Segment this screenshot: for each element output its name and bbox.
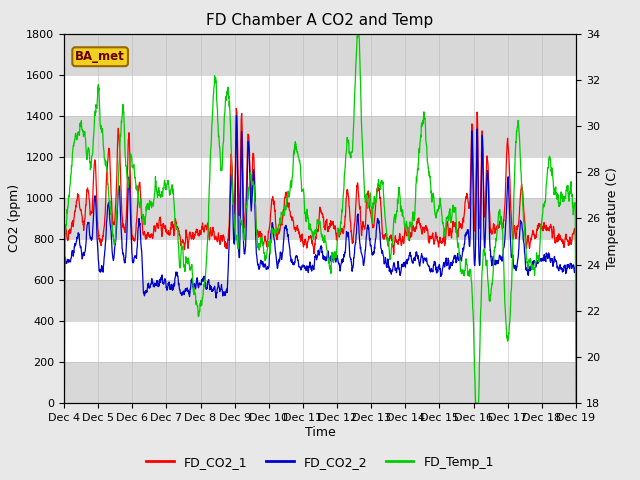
FD_CO2_1 <box>60 314 68 320</box>
FD_Temp_1 <box>309 230 317 236</box>
Bar <box>64 362 576 403</box>
FD_CO2_1 <box>86 210 94 216</box>
X-axis label: Time: Time <box>305 426 335 439</box>
FD_Temp_1 <box>557 189 565 195</box>
Line: FD_Temp_1: FD_Temp_1 <box>64 34 576 403</box>
Bar <box>64 198 576 239</box>
FD_CO2_2 <box>557 264 565 270</box>
FD_Temp_1 <box>86 158 94 164</box>
FD_CO2_1 <box>557 237 565 242</box>
FD_CO2_2 <box>296 264 303 270</box>
FD_CO2_1 <box>309 243 317 249</box>
FD_Temp_1 <box>354 31 362 36</box>
Y-axis label: Temperature (C): Temperature (C) <box>605 168 618 269</box>
FD_Temp_1 <box>463 266 471 272</box>
FD_CO2_1 <box>296 233 303 239</box>
Line: FD_CO2_1: FD_CO2_1 <box>64 108 576 317</box>
Text: BA_met: BA_met <box>76 50 125 63</box>
FD_CO2_1 <box>557 238 565 243</box>
Line: FD_CO2_2: FD_CO2_2 <box>64 116 576 330</box>
Bar <box>64 116 576 157</box>
FD_Temp_1 <box>60 400 68 406</box>
Title: FD Chamber A CO2 and Temp: FD Chamber A CO2 and Temp <box>206 13 434 28</box>
FD_CO2_2 <box>86 234 94 240</box>
Bar <box>64 280 576 321</box>
FD_CO2_2 <box>309 264 317 270</box>
FD_Temp_1 <box>296 159 303 165</box>
FD_CO2_2 <box>557 265 565 271</box>
Y-axis label: CO2 (ppm): CO2 (ppm) <box>8 184 20 252</box>
FD_CO2_2 <box>232 113 240 119</box>
FD_CO2_1 <box>463 192 471 198</box>
Legend: FD_CO2_1, FD_CO2_2, FD_Temp_1: FD_CO2_1, FD_CO2_2, FD_Temp_1 <box>141 451 499 474</box>
FD_CO2_2 <box>463 227 471 233</box>
FD_CO2_2 <box>572 305 580 311</box>
FD_CO2_2 <box>60 327 68 333</box>
FD_CO2_1 <box>572 291 580 297</box>
Bar <box>64 34 576 75</box>
FD_Temp_1 <box>572 400 580 406</box>
FD_Temp_1 <box>557 195 565 201</box>
FD_CO2_1 <box>232 106 240 111</box>
